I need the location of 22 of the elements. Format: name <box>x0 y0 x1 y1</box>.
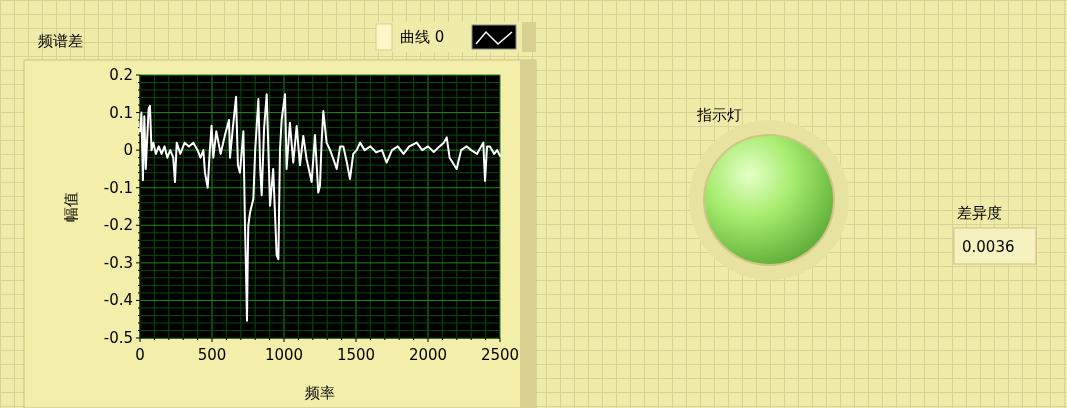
x-tick-label: 2000 <box>408 346 448 364</box>
y-tick-label: -0.4 <box>103 291 133 310</box>
y-tick-label: -0.5 <box>103 329 133 347</box>
x-axis-title: 频率 <box>305 384 335 402</box>
line-series <box>139 93 501 322</box>
x-tick-label: 1000 <box>264 346 304 364</box>
y-axis-title: 幅值 <box>62 191 80 222</box>
x-tick-label: 1500 <box>336 346 376 364</box>
y-tick-label: 0.2 <box>109 66 133 84</box>
text: 指示灯 <box>696 106 742 124</box>
x-tick-label: 2500 <box>480 346 520 364</box>
chart-title: 频谱差 <box>38 32 83 50</box>
text: 0.0036 <box>962 238 1015 256</box>
text: 曲线 0 <box>400 28 445 46</box>
y-tick-label: -0.3 <box>103 253 133 272</box>
y-tick-label: -0.2 <box>103 216 133 235</box>
text: 差异度 <box>957 204 1002 222</box>
y-tick-label: -0.1 <box>103 178 133 197</box>
x-tick-label: 500 <box>197 346 227 364</box>
y-tick-label: 0.1 <box>109 103 133 122</box>
y-tick-label: 0 <box>123 141 133 160</box>
x-tick-label: 0 <box>135 346 145 364</box>
